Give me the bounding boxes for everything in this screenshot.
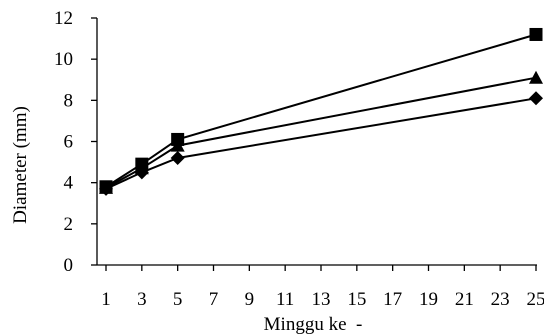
x-tick-label: 23 [491, 289, 510, 310]
series-line [105, 33, 537, 188]
y-tick-label: 8 [64, 90, 74, 111]
triangle-marker [170, 138, 185, 152]
y-tick-label: 4 [64, 173, 74, 194]
y-tick-label: 10 [54, 49, 73, 70]
x-tick-label: 11 [276, 289, 294, 310]
triangle-marker [529, 70, 543, 84]
y-tick-label: 0 [64, 255, 74, 276]
y-tick-label: 12 [54, 8, 73, 29]
x-tick-label: 13 [312, 289, 331, 310]
x-tick-label: 15 [347, 289, 366, 310]
square-marker [529, 27, 543, 41]
x-tick-label: 17 [383, 289, 402, 310]
series-layer [99, 27, 543, 196]
diamond-marker [529, 91, 543, 106]
x-tick-label: 1 [101, 289, 111, 310]
x-tick-label: 9 [245, 289, 255, 310]
diamond-marker [134, 165, 149, 180]
diamond-marker [170, 150, 185, 165]
x-tick-label: 3 [137, 289, 147, 310]
x-tick-label: 7 [209, 289, 219, 310]
x-tick-label: 5 [173, 289, 183, 310]
series-triangle [99, 70, 543, 194]
x-axis-title: Minggu ke - [264, 314, 363, 335]
x-tick-label: 19 [419, 289, 438, 310]
x-tick-label: 21 [455, 289, 474, 310]
y-axis: 0 2 4 6 8 10 12 [54, 8, 98, 276]
series-square [99, 27, 543, 194]
x-tick-label: 25 [527, 289, 544, 310]
series-line [105, 76, 537, 189]
series-diamond [99, 91, 543, 196]
y-axis-title: Diameter (mm) [10, 106, 31, 224]
series-line [105, 97, 537, 190]
y-tick-label: 2 [64, 214, 74, 235]
diamond-marker [99, 181, 113, 196]
x-axis: 1 3 5 7 9 11 13 15 17 19 21 23 25 [97, 264, 544, 310]
y-tick-label: 6 [64, 132, 74, 153]
